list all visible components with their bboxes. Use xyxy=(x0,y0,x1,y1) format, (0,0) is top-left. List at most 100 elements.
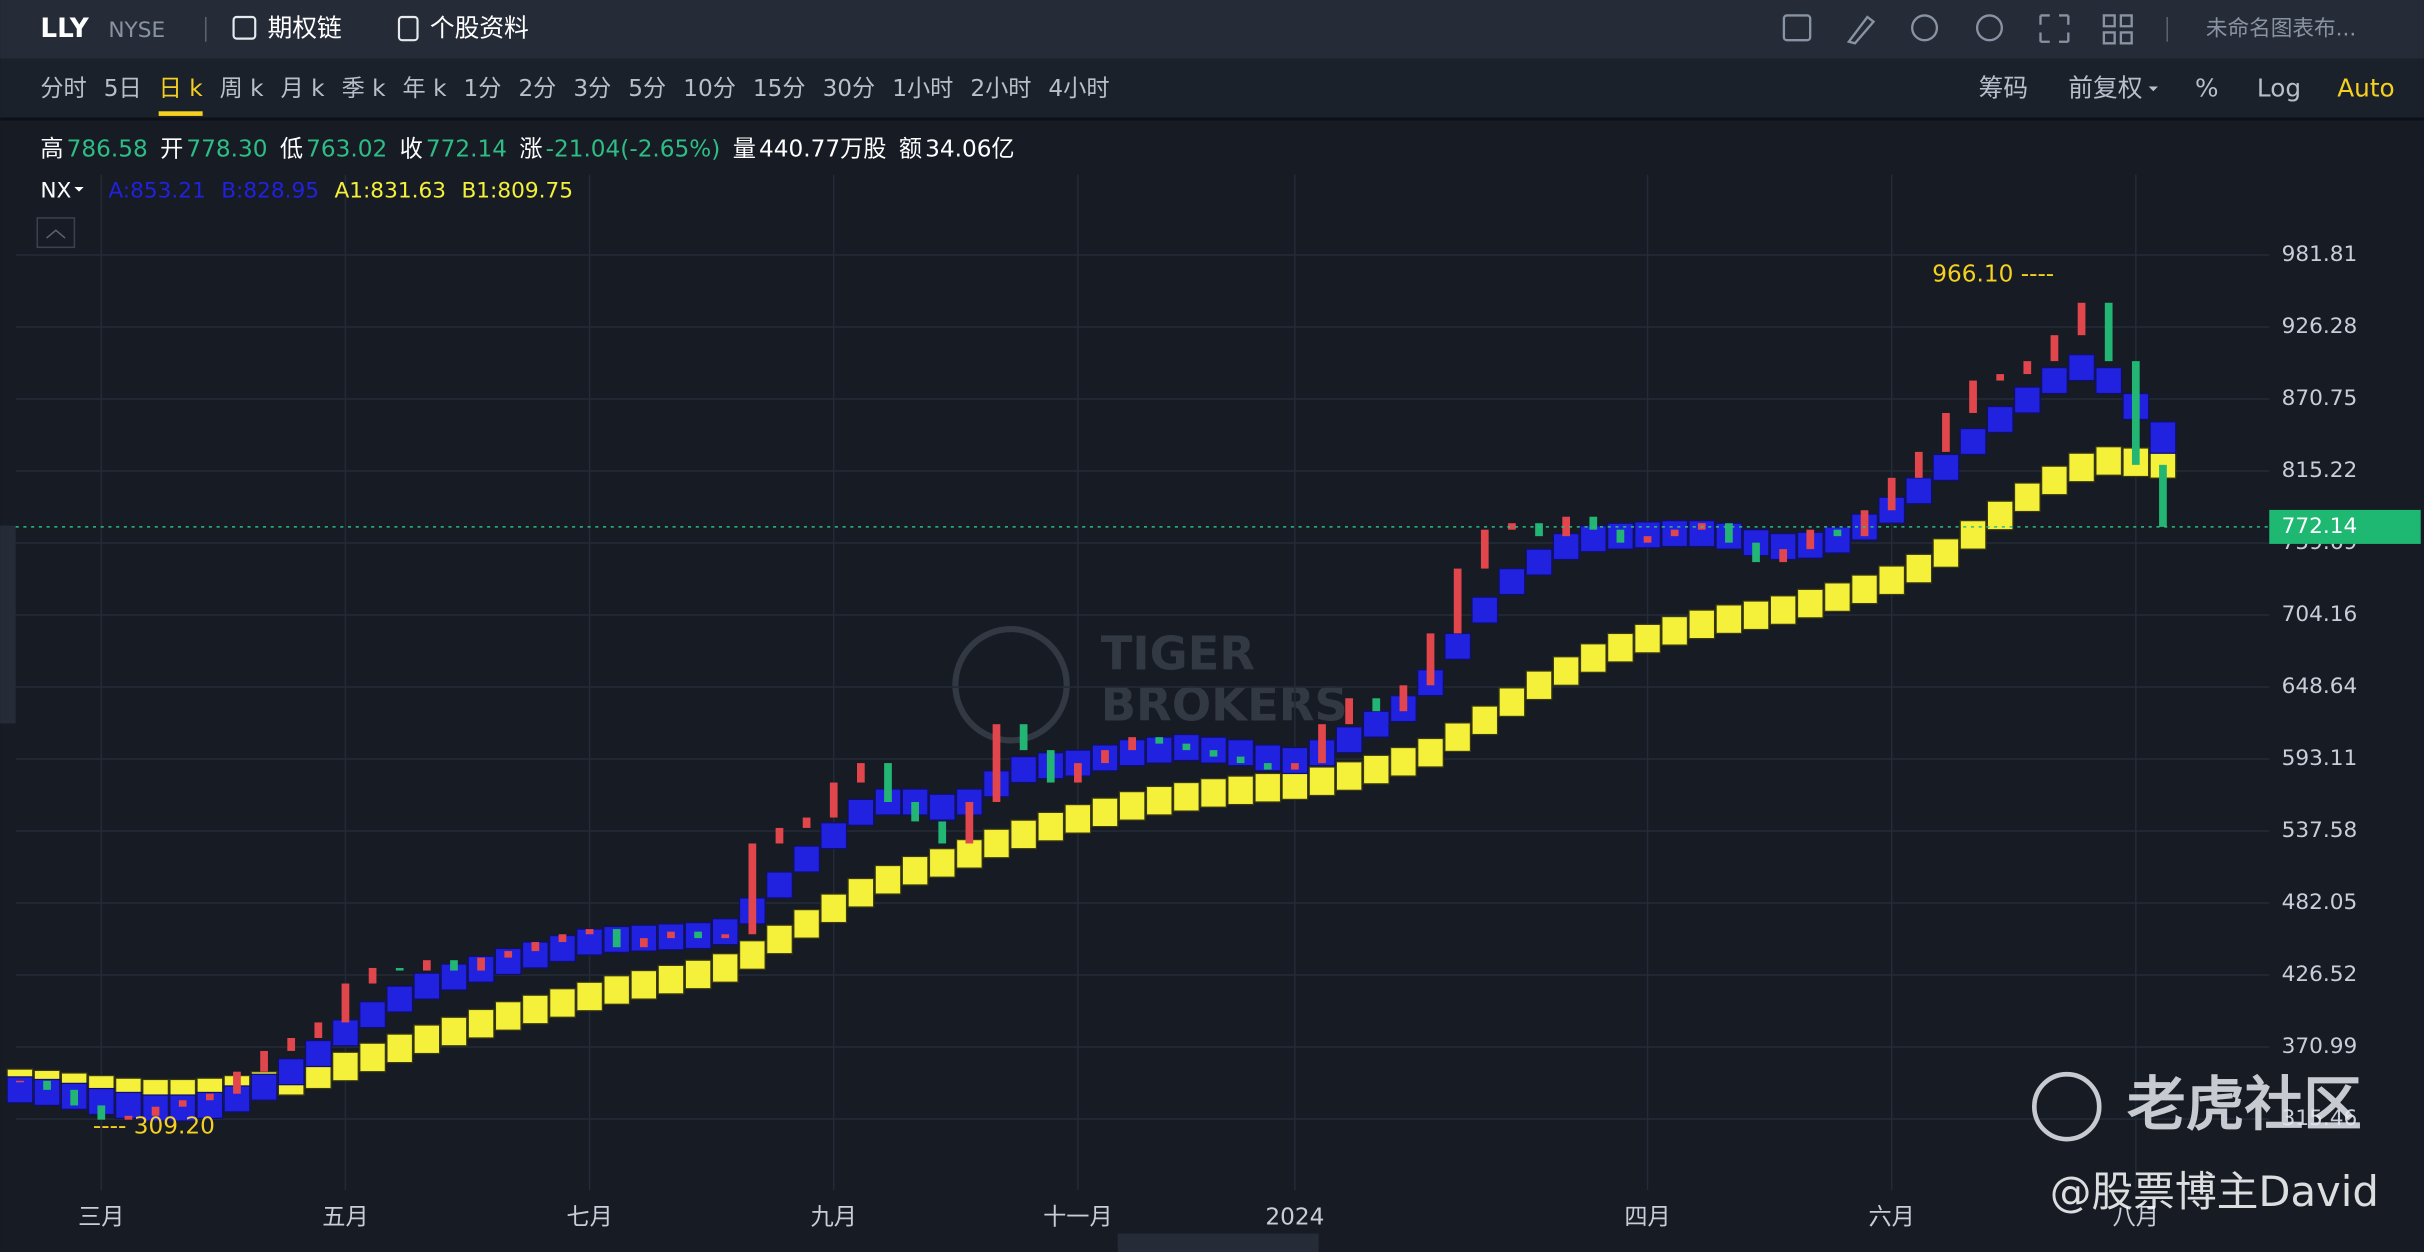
chart-option[interactable]: 筹码 xyxy=(1979,74,2028,103)
chart-option[interactable]: 前复权 xyxy=(2068,74,2142,103)
chart-option[interactable]: Auto xyxy=(2337,74,2394,103)
indicator-band xyxy=(847,877,875,908)
legend-entry[interactable]: A1:831.63 xyxy=(334,179,446,204)
candle-body xyxy=(178,1100,187,1107)
fullscreen-icon[interactable] xyxy=(2039,14,2070,43)
watermark-text: BROKERS xyxy=(1101,677,1348,731)
candle-body xyxy=(748,843,757,935)
candle-body xyxy=(2131,361,2140,465)
indicator-band xyxy=(413,972,441,1000)
period-tab[interactable]: 2分 xyxy=(518,75,556,102)
indicator-band xyxy=(874,864,902,895)
indicator-band xyxy=(115,1091,142,1119)
period-tab[interactable]: 年 k xyxy=(403,75,448,102)
stat-value: 778.30 xyxy=(186,135,267,162)
side-handle[interactable] xyxy=(0,525,16,724)
tab[interactable]: 个股资料 xyxy=(430,13,529,42)
candle-body xyxy=(205,1093,214,1101)
indicator-band xyxy=(1444,722,1472,753)
layout-name[interactable]: 未命名图表布... xyxy=(2206,16,2356,41)
indicator-band xyxy=(1986,500,2014,531)
tab[interactable]: 期权链 xyxy=(268,13,342,42)
chart-option[interactable]: Log xyxy=(2257,74,2301,103)
draw-icon[interactable] xyxy=(1846,15,1876,45)
indicator-band xyxy=(1878,565,1906,596)
indicator-band xyxy=(1905,553,1933,584)
last-price-label: 772.14 xyxy=(2282,514,2358,539)
period-tab[interactable]: 分时 xyxy=(40,75,86,102)
candle-body xyxy=(1969,380,1977,413)
indicator-band xyxy=(1172,781,1200,812)
chart-option[interactable]: % xyxy=(2195,74,2219,103)
community-watermark: 老虎社区 @股票博主David xyxy=(2031,1069,2379,1216)
stat-label: 高 xyxy=(40,135,63,162)
dropdown-arrow[interactable] xyxy=(74,187,84,192)
candle-body xyxy=(965,801,974,844)
refresh-icon[interactable] xyxy=(1911,14,1939,42)
stat-label: 低 xyxy=(280,135,303,162)
legend-entry[interactable]: B:828.95 xyxy=(221,179,319,204)
period-tab[interactable]: 4小时 xyxy=(1048,75,1109,102)
candle-body xyxy=(504,951,513,958)
indicator-icon[interactable] xyxy=(1782,14,1812,42)
indicator-band xyxy=(1254,772,1282,803)
candle-body xyxy=(43,1080,51,1090)
period-tab[interactable]: 5分 xyxy=(628,75,666,102)
period-tab[interactable]: 月 k xyxy=(281,75,326,102)
candle-body xyxy=(639,938,648,948)
indicator-band xyxy=(1417,737,1444,768)
period-tab[interactable]: 5日 xyxy=(104,75,142,102)
period-tab[interactable]: 15分 xyxy=(753,75,806,102)
candle-body xyxy=(856,763,865,783)
period-tab[interactable]: 30分 xyxy=(823,75,876,102)
candle-body xyxy=(260,1050,268,1072)
indicator-name[interactable]: NX xyxy=(40,179,71,204)
indicator-band xyxy=(1688,609,1716,640)
x-tick-label: 六月 xyxy=(1868,1203,1914,1230)
indicator-band xyxy=(1335,761,1363,791)
candle-body xyxy=(70,1089,79,1106)
candle-body xyxy=(1887,477,1896,511)
candle-body xyxy=(2104,302,2113,362)
candle-body xyxy=(1263,763,1272,770)
indicator-band xyxy=(1634,623,1661,654)
indicator-band xyxy=(983,828,1010,859)
candle-body xyxy=(1996,374,2005,381)
period-tab[interactable]: 周 k xyxy=(220,75,265,102)
stat-value: 763.02 xyxy=(306,135,387,162)
stat-label: 收 xyxy=(400,135,423,162)
period-tab[interactable]: 1小时 xyxy=(892,75,953,102)
author: @股票博主David xyxy=(2050,1167,2379,1216)
indicator-band xyxy=(2013,386,2041,414)
collapse-button[interactable] xyxy=(36,217,76,249)
period-tab[interactable]: 2小时 xyxy=(970,75,1031,102)
option-icon[interactable] xyxy=(232,15,257,40)
legend-entry[interactable]: B1:809.75 xyxy=(461,179,573,204)
period-tab[interactable]: 季 k xyxy=(342,75,387,102)
period-tab[interactable]: 1分 xyxy=(464,75,502,102)
low-annotation: ---- 309.20 xyxy=(93,1112,215,1139)
legend-entry[interactable]: A:853.21 xyxy=(108,179,205,204)
period-tab[interactable]: 3分 xyxy=(573,75,611,102)
indicator-band xyxy=(1010,755,1038,784)
period-tab[interactable]: 10分 xyxy=(683,75,736,102)
indicator-band xyxy=(1525,670,1553,701)
candle-body xyxy=(992,724,1001,802)
indicator-band xyxy=(1010,819,1038,850)
period-tab[interactable]: 日 k xyxy=(159,75,204,102)
candle-body xyxy=(1291,763,1299,770)
candle-body xyxy=(1236,756,1245,764)
settings-icon[interactable] xyxy=(1975,14,2004,42)
indicator-band xyxy=(793,845,821,873)
y-tick-label: 648.64 xyxy=(2282,674,2358,699)
candle-body xyxy=(1345,698,1354,725)
bottom-handle[interactable] xyxy=(1117,1233,1319,1252)
collapse-arrow xyxy=(46,229,66,239)
profile-icon[interactable] xyxy=(397,15,419,42)
indicator-band xyxy=(630,969,658,1000)
y-tick-label: 704.16 xyxy=(2282,602,2358,627)
layout-icon[interactable] xyxy=(2102,14,2133,45)
candle-body xyxy=(667,931,675,939)
indicator-band xyxy=(304,1039,332,1068)
